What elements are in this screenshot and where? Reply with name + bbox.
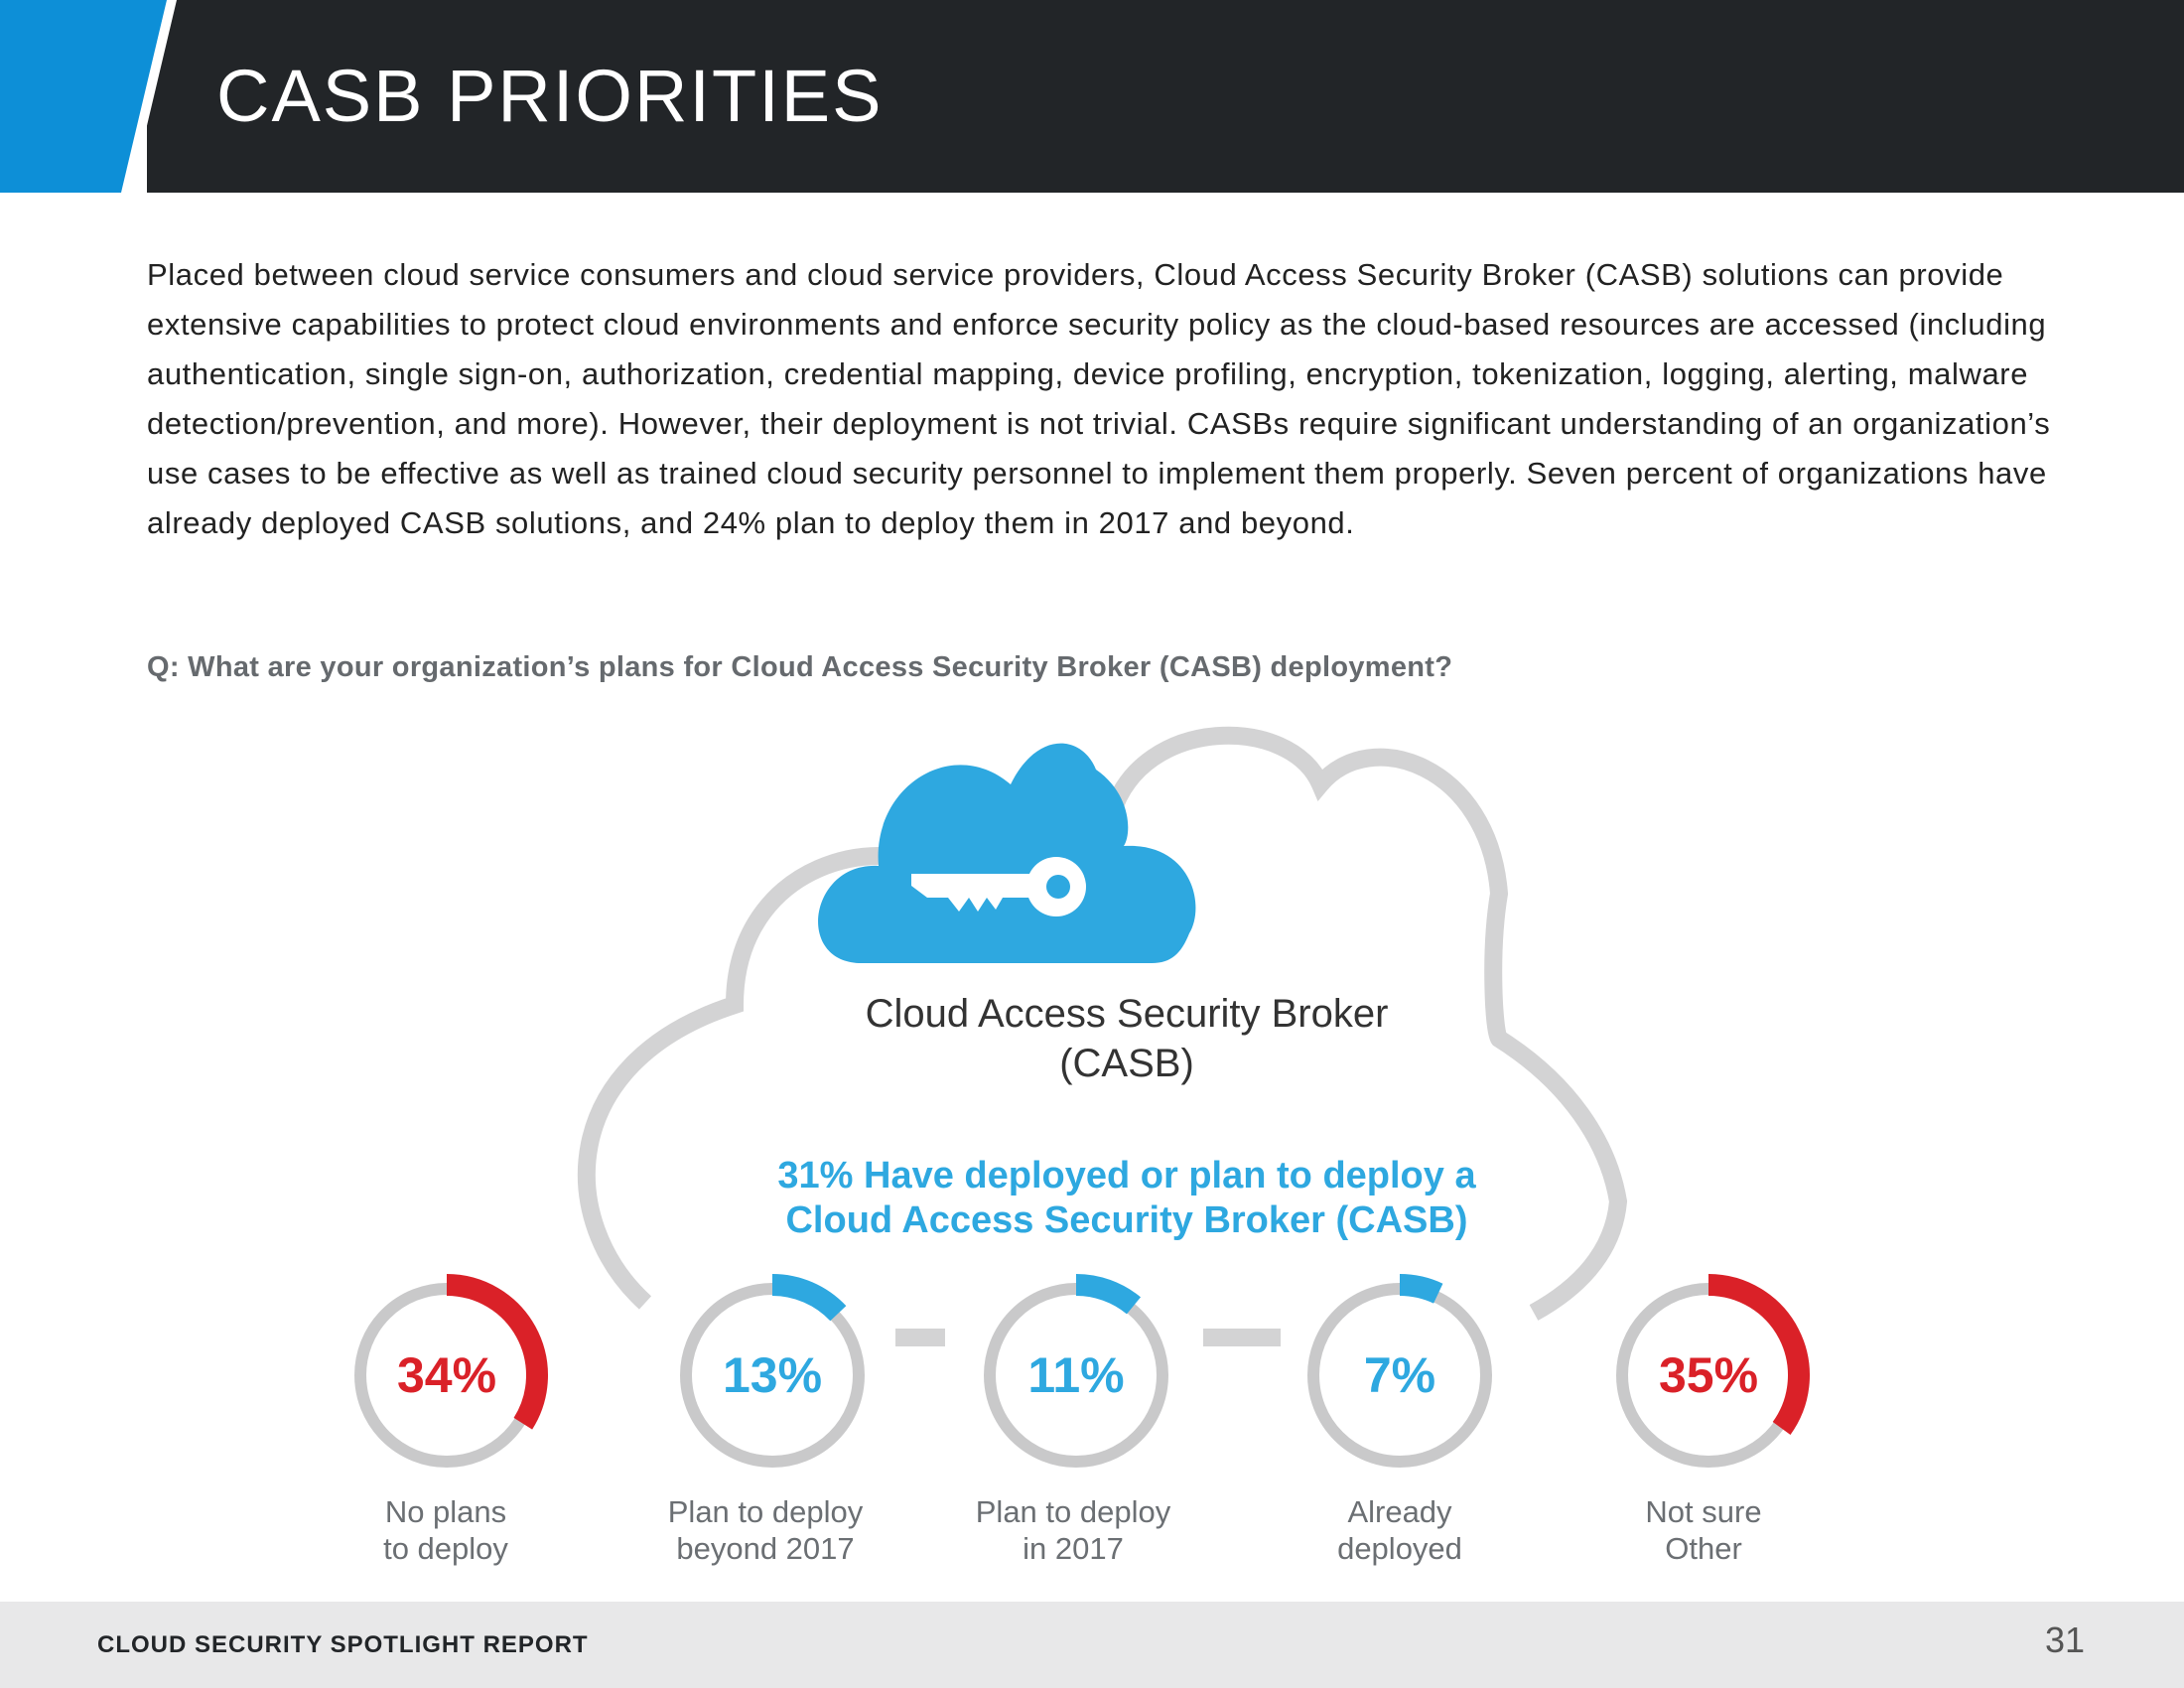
stat-label-line2: beyond 2017: [676, 1531, 855, 1566]
header-accent: [0, 0, 177, 193]
stat-value: 7%: [1363, 1347, 1436, 1403]
stat-value: 13%: [722, 1347, 823, 1403]
stat-label: Already deployed: [1261, 1493, 1539, 1567]
page-header: CASB PRIORITIES: [0, 0, 2184, 193]
connector-dash: [895, 1329, 945, 1346]
headline-line1: 31% Have deployed or plan to deploy a: [777, 1155, 1476, 1196]
casb-diagram: [354, 726, 1810, 1468]
header-dark-band: [147, 0, 2184, 193]
stat-label-line2: deployed: [1337, 1531, 1462, 1566]
stat-label-line1: Not sure: [1645, 1494, 1762, 1529]
cloud-shape: [818, 743, 1196, 963]
stat-value: 35%: [1658, 1347, 1759, 1403]
donut-arc: [1399, 1274, 1443, 1304]
donut-arc: [771, 1274, 847, 1322]
survey-question: Q: What are your organization’s plans fo…: [147, 651, 1453, 683]
donut-arc: [446, 1274, 548, 1430]
page-footer: [0, 1602, 2184, 1688]
donut-arc: [1707, 1274, 1810, 1435]
donut-arc: [1075, 1274, 1142, 1315]
stat-label: Plan to deploy beyond 2017: [626, 1493, 904, 1567]
cloud-label: Cloud Access Security Broker (CASB): [730, 989, 1524, 1088]
stat-label-line1: Already: [1347, 1494, 1452, 1529]
stat-label: Not sure Other: [1565, 1493, 1843, 1567]
stat-value: 34%: [396, 1347, 497, 1403]
stat-label-line2: in 2017: [1023, 1531, 1124, 1566]
stat-label-line1: No plans: [384, 1494, 507, 1529]
cloud-label-line2: (CASB): [1059, 1042, 1194, 1085]
outline-cloud: [577, 726, 1628, 1321]
key-hole: [1046, 875, 1070, 899]
cloud-label-line1: Cloud Access Security Broker: [865, 992, 1389, 1036]
page-title: CASB PRIORITIES: [216, 55, 884, 137]
headline-line2: Cloud Access Security Broker (CASB): [785, 1199, 1468, 1241]
deployment-headline: 31% Have deployed or plan to deploy a Cl…: [581, 1154, 1673, 1243]
donut-charts: [354, 1274, 1810, 1468]
stat-value: 11%: [1027, 1347, 1125, 1403]
page-number: 31: [2044, 1619, 2085, 1660]
stat-label-line1: Plan to deploy: [667, 1494, 864, 1529]
cloud-key-icon: [818, 743, 1196, 963]
stat-label-line2: Other: [1665, 1531, 1742, 1566]
stat-label: No plans to deploy: [307, 1493, 585, 1567]
connector-dash: [1203, 1329, 1281, 1346]
key-blade: [911, 874, 1032, 912]
intro-paragraph: Placed between cloud service consumers a…: [147, 257, 2051, 540]
footer-report-title: CLOUD SECURITY SPOTLIGHT REPORT: [97, 1631, 589, 1658]
stat-label-line1: Plan to deploy: [975, 1494, 1171, 1529]
header-accent-stripe: [0, 0, 167, 193]
stat-label: Plan to deploy in 2017: [934, 1493, 1212, 1567]
stat-label-line2: to deploy: [383, 1531, 508, 1566]
